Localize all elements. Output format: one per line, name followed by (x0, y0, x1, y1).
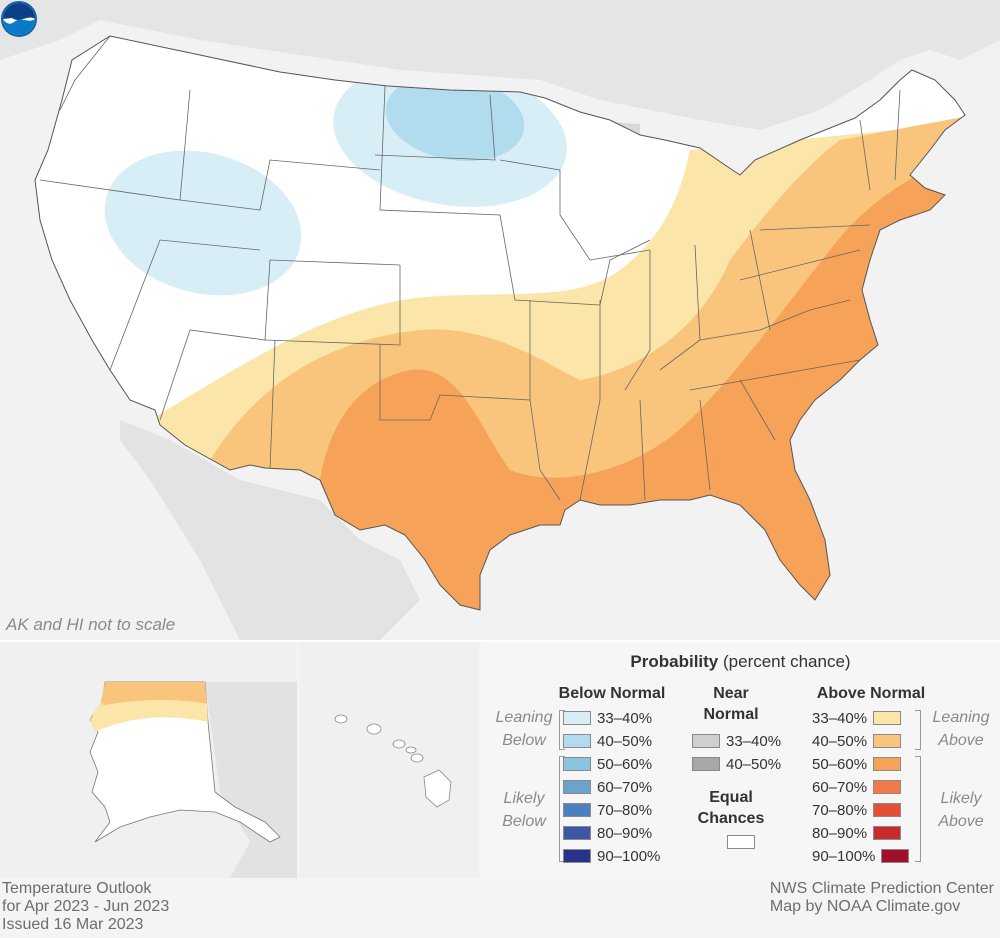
below-leaning-label: Leaning Below (495, 709, 553, 749)
below-normal-row: 50–60% (563, 755, 652, 773)
above-normal-row: 70–80% (812, 801, 902, 819)
below-likely-label: Likely Below (502, 790, 546, 830)
below-normal-range-label: 60–70% (597, 778, 653, 796)
near-normal-heading: Near Normal (703, 685, 759, 723)
near-normal-swatch (692, 734, 720, 748)
near-normal-row: 33–40% (692, 732, 781, 750)
above-normal-swatch (873, 780, 902, 794)
above-normal-range-label: 80–90% (812, 824, 868, 842)
alaska-inset (0, 642, 297, 878)
near-normal-swatch (692, 757, 720, 771)
below-normal-range-label: 50–60% (597, 755, 653, 773)
above-normal-swatch (881, 849, 910, 863)
equal-chances-heading: Equal Chances (697, 789, 765, 827)
above-normal-range-label: 90–100% (812, 847, 876, 865)
legend: Probability (percent chance) Below Norma… (481, 642, 1000, 878)
below-normal-range-label: 40–50% (597, 732, 653, 750)
below-normal-swatch (563, 711, 591, 725)
below-normal-range-label: 33–40% (597, 709, 653, 727)
above-normal-heading: Above Normal (816, 685, 926, 702)
legend-title-bold: Probability (630, 652, 719, 671)
conus-map-graphic (0, 0, 1000, 640)
credit-map: Map by NOAA Climate.gov (769, 898, 961, 915)
above-normal-range-label: 50–60% (812, 755, 868, 773)
near-normal-range-label: 40–50% (726, 755, 782, 773)
hawaii-map-graphic (299, 642, 479, 878)
scale-note: AK and HI not to scale (6, 615, 176, 634)
below-normal-heading: Below Normal (558, 685, 666, 702)
above-leaning-label: Leaning Above (932, 709, 990, 749)
legend-title-rest: (percent chance) (723, 652, 851, 671)
above-normal-range-label: 40–50% (812, 732, 868, 750)
below-normal-swatch (563, 757, 591, 771)
credit-source: NWS Climate Prediction Center (769, 880, 994, 897)
above-normal-row: 33–40% (812, 709, 902, 727)
above-normal-swatch (873, 826, 902, 840)
below-normal-range-label: 70–80% (597, 801, 653, 819)
above-normal-swatch (873, 803, 902, 817)
above-normal-swatch (873, 757, 902, 771)
below-normal-row: 40–50% (563, 732, 652, 750)
above-normal-range-label: 33–40% (812, 709, 868, 727)
above-leaning-bracket (915, 710, 921, 750)
below-normal-row: 33–40% (563, 709, 652, 727)
above-normal-range-label: 60–70% (812, 778, 868, 796)
above-normal-row: 40–50% (812, 732, 902, 750)
divider (0, 640, 1000, 642)
above-normal-row: 50–60% (812, 755, 902, 773)
below-normal-row: 60–70% (563, 778, 652, 796)
above-normal-row: 60–70% (812, 778, 902, 796)
hawaii-inset (299, 642, 479, 878)
below-normal-swatch (563, 780, 591, 794)
below-normal-swatch (563, 826, 591, 840)
caption-issued: Issued 16 Mar 2023 (2, 916, 144, 933)
below-normal-range-label: 90–100% (597, 847, 661, 865)
below-leaning-bracket (559, 710, 565, 750)
alaska-map-graphic (0, 642, 297, 878)
above-normal-row: 80–90% (812, 824, 902, 842)
below-normal-swatch (563, 734, 591, 748)
above-likely-bracket (915, 756, 921, 862)
credit-caption: NWS Climate Prediction Center Map by NOA… (770, 880, 994, 938)
outlook-caption: Temperature Outlook for Apr 2023 - Jun 2… (2, 880, 169, 938)
caption-period: for Apr 2023 - Jun 2023 (2, 898, 170, 915)
legend-title: Probability (percent chance) (481, 652, 1000, 672)
above-likely-label: Likely Above (938, 790, 984, 830)
above-normal-swatch (873, 711, 902, 725)
above-normal-range-label: 70–80% (812, 801, 868, 819)
near-normal-range-label: 33–40% (726, 732, 782, 750)
above-normal-swatch (873, 734, 902, 748)
near-normal-row: 40–50% (692, 755, 781, 773)
caption-title: Temperature Outlook (2, 880, 152, 897)
conus-map: AK and HI not to scale (0, 0, 1000, 640)
below-normal-swatch (563, 849, 591, 863)
noaa-logo-icon (1, 1, 37, 37)
below-normal-row: 90–100% (563, 847, 660, 865)
below-normal-range-label: 80–90% (597, 824, 653, 842)
below-normal-row: 80–90% (563, 824, 652, 842)
below-normal-swatch (563, 803, 591, 817)
below-normal-row: 70–80% (563, 801, 652, 819)
equal-chances-swatch (727, 835, 755, 849)
above-normal-row: 90–100% (812, 847, 910, 865)
below-likely-bracket (559, 756, 565, 862)
